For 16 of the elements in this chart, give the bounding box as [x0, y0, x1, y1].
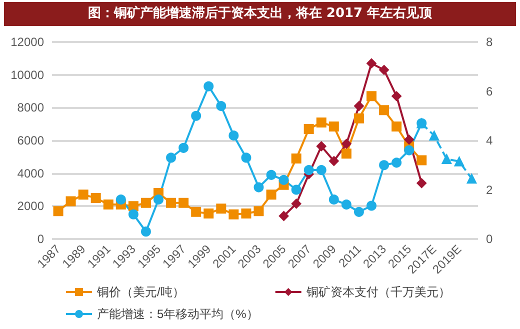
chart-title: 图：铜矿产能增速滞后于资本支出，将在 2017 年左右见顶 [4, 2, 516, 26]
y-tick-label: 10000 [10, 68, 44, 82]
legend-label: 铜矿资本支付（千万美元） [305, 285, 450, 299]
y2-tick-label: 2 [486, 182, 493, 197]
y-tick-label: 12000 [10, 35, 44, 49]
y-tick-label: 6000 [17, 134, 44, 148]
y2-tick-label: 8 [486, 35, 493, 49]
y2-tick-label: 4 [486, 134, 493, 148]
y2-tick-label: 6 [486, 84, 493, 98]
y2-tick-label: 0 [486, 232, 493, 246]
legend-label: 铜价（美元/吨） [96, 285, 184, 299]
legend-label: 产能增速：5年移动平均（%） [97, 307, 258, 321]
y-tick-label: 4000 [17, 166, 44, 180]
y-tick-label: 2000 [17, 199, 44, 214]
y-tick-label: 0 [37, 232, 44, 246]
y-tick-label: 8000 [17, 100, 44, 115]
